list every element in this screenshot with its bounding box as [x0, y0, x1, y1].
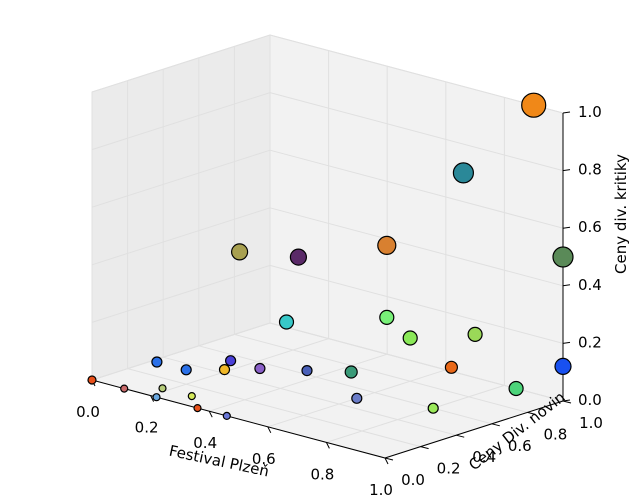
y-tick-label: 0.4	[472, 448, 496, 466]
scatter-point	[427, 402, 439, 414]
grid-line-left-z	[91, 149, 271, 208]
z-tick-label: 0.0	[578, 391, 602, 409]
x-tick-label: 0.0	[76, 403, 100, 421]
scatter-point	[225, 355, 237, 367]
grid-line-back-z	[269, 92, 564, 172]
z-tick-label: 0.6	[578, 218, 602, 236]
y-tick-mark	[527, 411, 536, 415]
grid-line-floor-x	[326, 384, 505, 443]
x-tick-mark	[325, 442, 330, 449]
grid-line-back-z	[269, 34, 564, 114]
x-tick-mark	[208, 410, 213, 418]
scatter-point	[180, 364, 192, 376]
grid-line-floor-y	[234, 333, 528, 413]
grid-line-floor-y	[163, 356, 457, 436]
scatter-point	[301, 365, 313, 377]
z-tick-label: 0.8	[578, 161, 602, 179]
y-tick-label: 0.6	[508, 437, 532, 455]
tick-labels: 0.0 0.0 0.0 0.2 0.2 0.2 0.4 0.4 0.4 0.6 0.6 0.6 0.8 0…	[76, 103, 603, 499]
scatter-point	[158, 384, 167, 393]
grid-line-floor-y	[127, 368, 421, 448]
grid-line-left-z	[91, 92, 271, 151]
scatter-point	[379, 309, 395, 325]
scatter-point	[444, 360, 458, 374]
x-tick-mark	[384, 457, 389, 465]
z-tick-mark	[562, 284, 571, 287]
grid-line-left-z	[91, 264, 271, 323]
scatter-point	[231, 243, 249, 261]
x-tick-label: 0.6	[252, 450, 276, 468]
scatter-point	[222, 411, 231, 420]
z-tick-label: 1.0	[578, 103, 602, 121]
scatter-point	[87, 375, 97, 385]
z-axis-label: Ceny div. kritiky	[612, 154, 630, 274]
scatter-point	[120, 384, 129, 393]
z-tick-mark	[562, 226, 571, 229]
grid-line-back-z	[269, 264, 564, 344]
y-tick-mark	[491, 423, 500, 427]
scatter-point	[552, 246, 574, 268]
scatter-point	[377, 235, 397, 255]
scatter-point	[452, 162, 474, 184]
y-tick-mark	[456, 434, 465, 438]
z-tick-label: 0.2	[578, 333, 602, 351]
x-tick-mark	[267, 426, 272, 434]
grid-line-left-z	[91, 207, 271, 266]
y-tick-label: 1.0	[579, 414, 603, 432]
scatter-point	[508, 380, 524, 397]
grid-line-left-z	[91, 34, 271, 93]
scatter-point	[218, 364, 231, 376]
scatter-point	[351, 392, 363, 404]
scatter-point	[467, 326, 483, 342]
grid-line-floor-x	[209, 353, 388, 412]
grid-line-back-z	[269, 207, 564, 287]
scatter-point	[521, 92, 547, 118]
scatter-point	[152, 393, 161, 402]
scatter-point	[402, 330, 418, 346]
y-tick-mark	[384, 457, 394, 461]
x-tick-mark	[150, 395, 155, 402]
z-tick-label: 0.4	[578, 276, 602, 294]
scatter-point	[187, 392, 196, 401]
x-tick-label: 0.4	[193, 434, 217, 452]
x-axis-label: Festival Plzeň	[167, 442, 270, 481]
y-axis-line	[384, 400, 564, 459]
scatter-point	[193, 404, 202, 413]
x-axis-line	[91, 379, 386, 459]
z-tick-mark	[562, 169, 571, 172]
y-tick-mark	[420, 446, 429, 450]
x-tick-label: 1.0	[369, 481, 393, 499]
left-wall-pane	[91, 34, 271, 381]
z-tick-mark	[562, 341, 571, 344]
grid-line-left-z	[91, 322, 271, 381]
scatter-point	[554, 357, 572, 375]
scatter-point	[289, 248, 307, 266]
y-tick-label: 0.0	[401, 471, 425, 489]
grid-line-back-z	[269, 149, 564, 229]
y-tick-label: 0.8	[543, 425, 567, 443]
grid-line-floor-y	[198, 345, 492, 425]
scatter-point	[151, 356, 163, 368]
x-tick-label: 0.2	[135, 419, 159, 437]
grid-line-floor-x	[150, 338, 329, 397]
x-tick-label: 0.8	[310, 465, 334, 483]
y-tick-mark	[562, 400, 572, 404]
y-tick-label: 0.2	[437, 460, 461, 478]
data-points	[87, 92, 574, 420]
axis-panes	[90, 34, 565, 459]
scatter-point	[254, 362, 266, 375]
z-tick-mark	[562, 111, 571, 114]
scatter-point	[278, 314, 295, 330]
scatter-point	[344, 365, 358, 379]
